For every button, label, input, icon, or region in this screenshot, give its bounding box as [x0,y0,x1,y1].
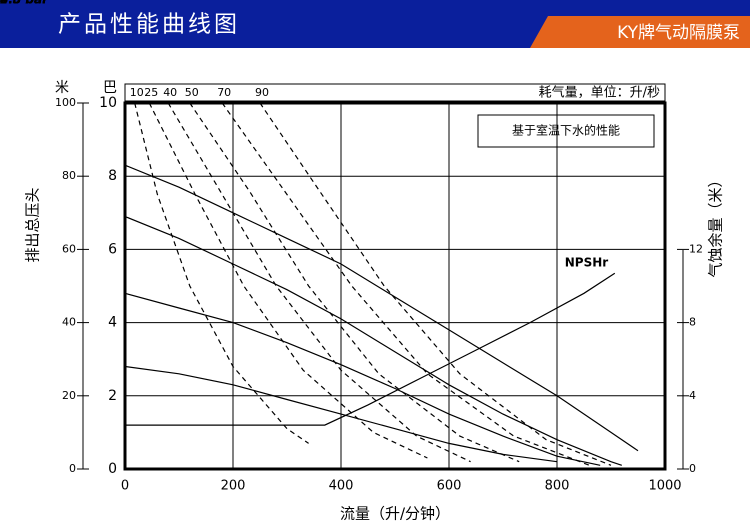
top-axis-box [124,83,666,102]
y-tick-label: 8 [108,168,117,184]
air-label: 25 [144,86,158,99]
y-tick-label: 6 [108,241,117,257]
npsh-label: NPSHr [565,256,609,270]
y-tick-label: 2 [108,388,117,404]
pressure-label: 4.8 bar [0,0,49,7]
series-line [124,292,601,466]
series-line [259,102,612,466]
series-line [125,272,616,426]
y2-axis-label: 气蚀余量（米） [707,172,725,277]
y2-tick-label: 12 [689,242,703,255]
header-title: 产品性能曲线图 [58,12,240,38]
meter-tick-label: 100 [55,96,76,109]
y-tick-label: 10 [99,95,117,111]
meter-tick-label: 60 [62,242,76,255]
series-line [124,164,639,452]
y2-tick-label: 4 [689,389,696,402]
series-line [134,102,309,444]
air-label: 10 [130,86,144,99]
pressure-label: 8.3 bar [0,0,49,7]
series-line [167,102,471,463]
series-line [189,102,520,463]
top-axis-label: 耗气量，单位：升/秒 [539,85,660,101]
meter-tick-label: 20 [62,389,76,402]
x-tick-label: 200 [221,479,246,494]
brand-name: KY牌气动隔膜泵 [617,23,740,43]
air-label: 90 [255,86,269,99]
air-label: 40 [163,86,177,99]
y-tick-label: 0 [108,461,117,477]
series-line [124,215,622,466]
series-line [124,365,558,463]
brand-tab [530,16,750,48]
y2-tick-label: 8 [689,316,696,329]
annotation-box [477,114,655,148]
meter-tick-label: 40 [62,316,76,329]
series-line [148,102,428,459]
air-label: 50 [185,86,199,99]
meter-unit: 米 [55,80,69,96]
x-tick-label: 600 [437,479,462,494]
x-tick-label: 400 [329,479,354,494]
y-axis-label: 排出总压头 [24,187,42,262]
annotation: 基于室温下水的性能 [512,123,620,138]
bar-unit: 巴 [103,80,117,96]
x-tick-label: 800 [545,479,570,494]
x-tick-label: 0 [121,479,129,494]
x-tick-label: 1000 [648,479,681,494]
y2-tick-label: 0 [689,462,696,475]
y-tick-label: 4 [108,315,117,331]
meter-tick-label: 80 [62,169,76,182]
air-label: 70 [217,86,231,99]
series-line [221,102,590,466]
x-axis-label: 流量（升/分钟） [340,505,450,523]
pressure-label: 6.9 bar [0,0,49,7]
pressure-label: 2.8 bar [0,0,49,7]
plot-frame [123,101,667,471]
meter-tick-label: 0 [69,462,76,475]
